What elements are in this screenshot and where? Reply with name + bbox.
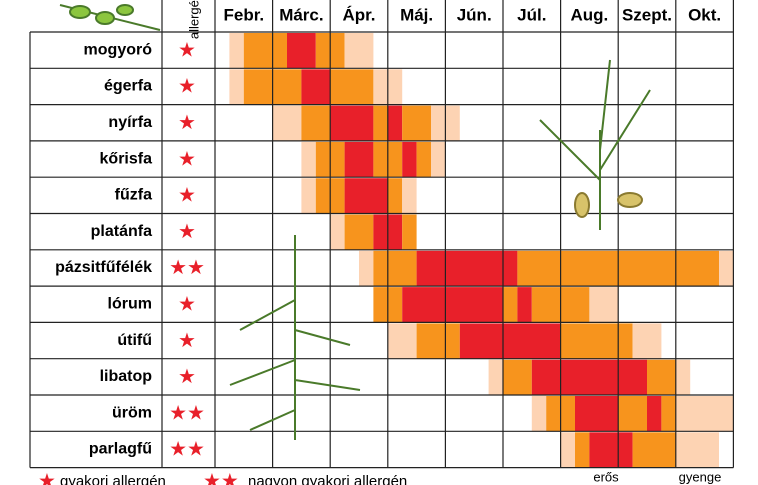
pollen-segment [359, 250, 374, 287]
pollen-segment [647, 359, 676, 395]
pollen-segment [402, 214, 417, 250]
pollen-segment [618, 396, 647, 432]
pollen-segment [387, 323, 417, 359]
pollen-segment [272, 105, 302, 141]
plant-name: fűzfa [115, 187, 152, 204]
allergen-stars: ★ [178, 294, 196, 316]
cells [229, 33, 734, 468]
allergen-stars: ★★ [169, 402, 205, 424]
pollen-segment [387, 178, 403, 214]
decor [59, 4, 651, 440]
pollen-segment [416, 250, 518, 287]
pollen-segment [632, 323, 662, 359]
allergen-header: allergén [186, 0, 201, 39]
pollen-segment [560, 323, 633, 359]
plant-name: lórum [108, 295, 152, 312]
grid [29, 0, 735, 469]
legend-weak: gyenge [679, 469, 722, 484]
pollen-segment [531, 396, 547, 432]
plant-name: útifű [117, 332, 152, 349]
pollen-segment [301, 141, 316, 178]
allergen-stars: ★ [178, 366, 196, 388]
pollen-segment [575, 396, 619, 432]
month-label: Ápr. [342, 5, 375, 24]
pollen-segment [531, 359, 647, 395]
pollen-segment [488, 359, 503, 395]
pollen-segment [344, 214, 374, 250]
pollen-segment [287, 33, 316, 69]
plant-name: pázsitfűfélék [55, 259, 152, 276]
pollen-segment [675, 432, 719, 468]
pollen-segment [229, 69, 244, 105]
legend: ★ gyakori allergén ★★ nagyon gyakori allerg… [38, 469, 721, 485]
pollen-segment [373, 105, 388, 141]
plant-name: platánfa [91, 223, 152, 240]
plant-name: kőrisfa [100, 150, 153, 167]
month-label: Júl. [517, 5, 546, 24]
pollen-segment [301, 178, 316, 214]
pollen-segment [589, 287, 619, 323]
pollen-segment [589, 432, 633, 468]
pollen-segment [301, 69, 331, 105]
pollen-segment [330, 214, 345, 250]
legend-text: gyakori allergén [60, 473, 166, 485]
month-label: Aug. [571, 5, 609, 24]
pollen-segment [243, 33, 287, 69]
legend-stars: ★★ [203, 470, 239, 485]
pollen-segment [402, 178, 417, 214]
pollen-segment [301, 105, 331, 141]
pollen-segment [402, 105, 431, 141]
pollen-segment [503, 287, 518, 323]
legend-text: nagyon gyakori allergén [248, 473, 407, 485]
month-label: Jún. [457, 5, 492, 24]
pollen-segment [647, 396, 662, 432]
pollen-segment [387, 105, 403, 141]
allergen-stars: ★ [178, 221, 196, 243]
pollen-segment [402, 141, 417, 178]
pollen-segment [575, 432, 590, 468]
pollen-segment [459, 323, 561, 359]
pollen-segment [402, 287, 503, 323]
allergen-stars: ★ [178, 76, 196, 98]
pollen-segment [431, 141, 446, 178]
pollen-segment [503, 359, 532, 395]
legend-stars: ★ [38, 470, 56, 485]
legend-strong: erős [593, 469, 619, 484]
allergen-stars: ★★ [169, 439, 205, 461]
pollen-segment [330, 69, 374, 105]
plant-name: üröm [112, 404, 152, 421]
pollen-segment [675, 359, 691, 395]
allergen-stars: ★ [178, 112, 196, 134]
allergen-stars: ★ [178, 185, 196, 207]
pollen-segment [229, 33, 244, 69]
pollen-segment [632, 432, 676, 468]
plant-name: parlagfű [89, 441, 152, 458]
pollen-segment [661, 396, 676, 432]
plant-name: nyírfa [108, 114, 152, 131]
pollen-segment [719, 250, 734, 287]
month-label: Okt. [688, 5, 721, 24]
plant-name: libatop [100, 368, 153, 385]
pollen-segment [675, 396, 734, 432]
pollen-segment [416, 323, 460, 359]
plant-name: mogyoró [84, 41, 153, 58]
pollen-segment [344, 178, 388, 214]
pollen-segment [330, 105, 374, 141]
pollen-segment [416, 141, 431, 178]
allergen-stars: ★ [178, 39, 196, 61]
allergen-stars: ★ [178, 330, 196, 352]
month-label: Márc. [279, 5, 323, 24]
allergen-stars: ★ [178, 148, 196, 170]
plant-name: égerfa [104, 78, 152, 95]
month-label: Szept. [622, 5, 672, 24]
pollen-segment [344, 33, 374, 69]
month-label: Máj. [400, 5, 433, 24]
pollen-segment [344, 141, 374, 178]
allergen-stars: ★★ [169, 257, 205, 279]
pollen-segment [517, 287, 532, 323]
month-label: Febr. [223, 5, 264, 24]
pollen-segment [373, 250, 417, 287]
pollen-segment [560, 432, 575, 468]
